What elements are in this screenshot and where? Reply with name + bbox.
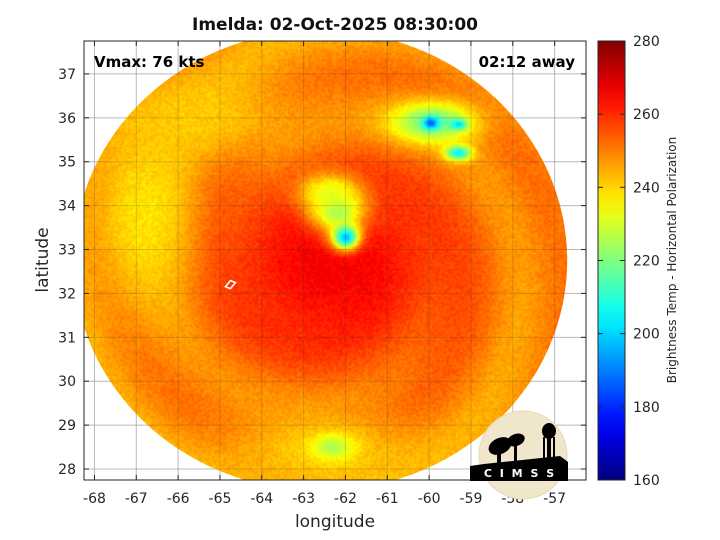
time-away-annotation: 02:12 away (479, 53, 576, 71)
y-tick-label-3: 31 (58, 330, 76, 346)
position-marker (224, 279, 237, 290)
colorbar-tick-label-2: 200 (633, 327, 660, 343)
storm-center-marker (224, 279, 237, 290)
y-tick-label-7: 35 (58, 155, 76, 171)
x-tick-label-7: -61 (376, 491, 399, 507)
y-axis-ticks: 28 29 30 31 32 33 34 35 36 37 (58, 67, 586, 478)
colorbar-tick-label-4: 240 (633, 180, 660, 196)
colorbar-tick-label-0: 160 (633, 473, 660, 489)
plot-frame (83, 40, 587, 481)
colorbar-tick-label-6: 280 (633, 34, 660, 50)
x-tick-label-3: -65 (209, 491, 232, 507)
colorbar-label: Brightness Temp - Horizontal Polarizatio… (665, 137, 679, 384)
y-tick-label-1: 29 (58, 418, 76, 434)
y-tick-label-9: 37 (58, 67, 76, 83)
x-tick-label-8: -60 (418, 491, 441, 507)
x-tick-label-0: -68 (83, 491, 106, 507)
x-axis-ticks: -68 -67 -66 -65 -64 -63 -62 -61 -60 -59 -58 -57 (83, 41, 566, 507)
x-tick-label-6: -62 (334, 491, 357, 507)
y-tick-label-2: 30 (58, 374, 76, 390)
x-tick-label-9: -59 (460, 491, 483, 507)
y-tick-label-4: 32 (58, 286, 76, 302)
colorbar-ticks: 160 180 200 220 240 260 280 (598, 34, 660, 489)
x-tick-label-5: -63 (292, 491, 315, 507)
x-tick-label-2: -66 (167, 491, 190, 507)
brightness-temperature-heatmap (84, 41, 568, 480)
cimss-logo: C I M S S (470, 410, 568, 500)
y-tick-label-8: 36 (58, 111, 76, 127)
x-tick-label-11: -57 (543, 491, 566, 507)
y-axis-label: latitude (33, 227, 53, 292)
x-tick-label-1: -67 (125, 491, 148, 507)
x-tick-label-4: -64 (250, 491, 273, 507)
colorbar-tick-label-1: 180 (633, 400, 660, 416)
y-tick-label-5: 33 (58, 243, 76, 259)
colorbar-tick-label-5: 260 (633, 107, 660, 123)
y-tick-label-0: 28 (58, 462, 76, 478)
colorbar-tick-label-3: 220 (633, 254, 660, 270)
logo-text: C I M S S (484, 467, 556, 480)
vmax-annotation: Vmax: 76 kts (94, 53, 204, 71)
x-axis-label: longitude (295, 512, 375, 532)
y-tick-label-6: 34 (58, 199, 76, 215)
chart-title: Imelda: 02-Oct-2025 08:30:00 (192, 15, 478, 35)
